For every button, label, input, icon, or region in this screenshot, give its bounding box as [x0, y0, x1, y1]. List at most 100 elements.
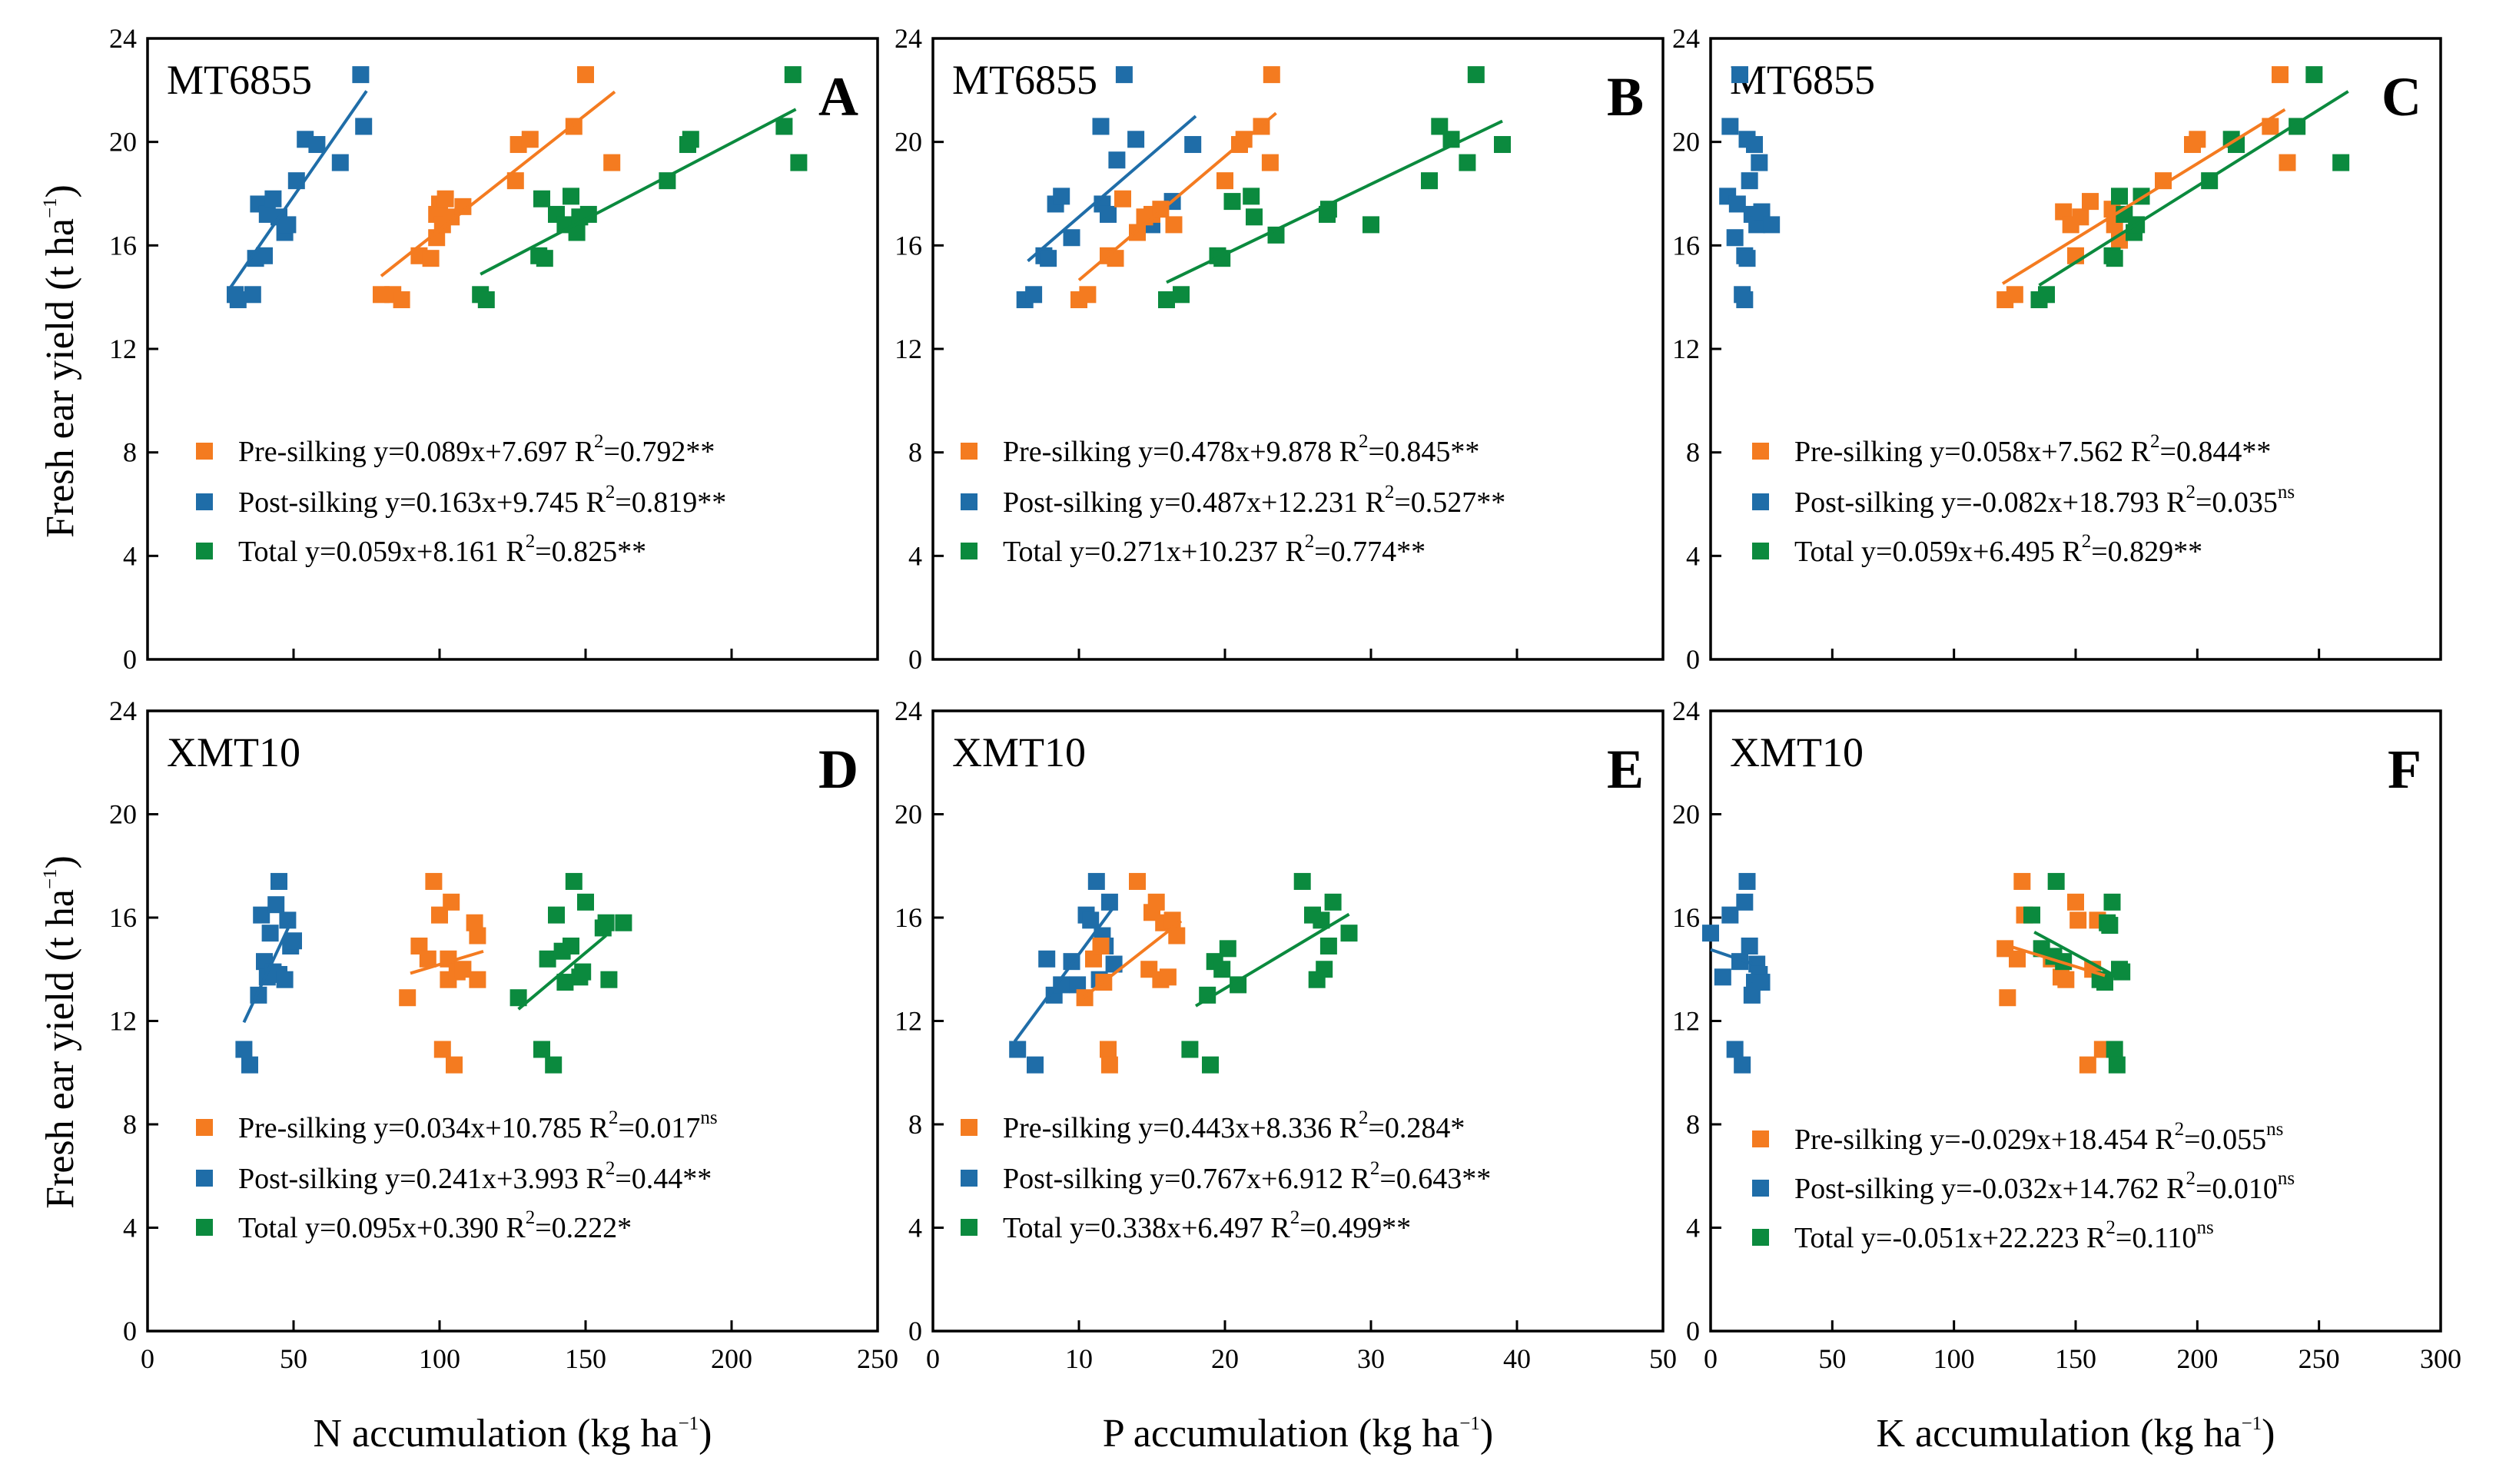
panel-e-post-silking-fit-line: [1013, 904, 1117, 1043]
panel-f-pre-silking-point: [2057, 971, 2075, 988]
panel-e-post-silking-point: [1038, 950, 1056, 968]
panel-c-ytick-label: 24: [1672, 23, 1700, 54]
panel-d-pre-silking-point: [446, 1056, 463, 1074]
panel-d-legend-text-pre-silking: Pre-silking y=0.034x+10.785 R2=0.017ns: [238, 1107, 718, 1144]
panel-c-ytick-label: 20: [1672, 127, 1700, 158]
panel-b-pre-silking-point: [1079, 286, 1097, 304]
panel-d-legend-marker-pre-silking: [196, 1119, 213, 1136]
panel-b-post-silking-point: [1040, 250, 1057, 267]
panel-b-total-point: [1459, 154, 1476, 171]
panel-e-xtick-label: 30: [1357, 1343, 1385, 1374]
panel-b-post-silking-point: [1108, 151, 1126, 169]
panel-f-post-silking-point: [1721, 906, 1739, 924]
panel-a-legend-marker-total: [196, 543, 213, 559]
panel-a-total-point: [477, 291, 495, 309]
panel-f-post-silking-fit-line: [1710, 948, 1753, 965]
panel-d-post-silking-point: [261, 925, 279, 942]
panel-b-legend-text-pre-silking: Pre-silking y=0.478x+9.878 R2=0.845**: [1003, 431, 1479, 468]
panel-f-ytick-label: 0: [1686, 1316, 1700, 1346]
panel-c-post-silking-point: [1721, 118, 1739, 135]
panel-b-post-silking-point: [1127, 131, 1145, 148]
panel-e-post-silking-point: [1105, 955, 1123, 973]
panel-d-series-total: [509, 872, 632, 1074]
panel-d-xtick-label: 150: [565, 1343, 606, 1374]
panel-b-total-point: [1431, 118, 1449, 135]
panel-f-xtick-label: 150: [2055, 1343, 2096, 1374]
panel-d-post-silking-point: [271, 872, 287, 890]
panel-c-pre-silking-point: [2279, 154, 2296, 171]
panel-d-legend-marker-total: [196, 1219, 213, 1236]
panel-b-pre-silking-point: [1165, 216, 1183, 234]
panel-e-ytick-label: 4: [908, 1213, 922, 1243]
panel-c-post-silking-point: [1726, 229, 1744, 247]
panel-e-ytick-label: 0: [908, 1316, 922, 1346]
panel-a-pre-silking-point: [428, 229, 446, 247]
panel-b-total-point: [1421, 172, 1438, 190]
panel-d-total-point: [533, 1041, 550, 1058]
panel-f: 0 4 8 12 16 20 24 0 50 100 150 200 250 300 K accumulat…: [1672, 696, 2461, 1456]
panel-a-post-silking-point: [279, 216, 297, 234]
panel-a-pre-silking-point: [521, 131, 539, 148]
panel-a-ytick-label: 12: [109, 334, 137, 364]
panel-d-post-silking-point: [279, 911, 297, 929]
panel-d-total-point: [509, 989, 527, 1007]
panel-e-pre-silking-point: [1100, 1041, 1117, 1058]
panel-d-post-silking-point: [235, 1041, 253, 1058]
panel-b-legend-marker-post-silking: [961, 493, 977, 510]
panel-d-pre-silking-fit-line: [410, 949, 484, 975]
panel-f-post-silking-point: [1738, 872, 1756, 890]
panel-d-xtick-label: 0: [141, 1343, 154, 1374]
panel-e-panel-letter: E: [1607, 739, 1644, 800]
panel-c-legend-marker-pre-silking: [1752, 443, 1769, 460]
panel-d-total-point: [615, 914, 632, 931]
panel-d-total-point: [556, 974, 574, 991]
panel-b-post-silking-fit-line: [1027, 115, 1197, 263]
panel-d-series-pre-silking: [399, 872, 486, 1074]
panel-e: 0 4 8 12 16 20 24 0 10 20 30 40 50 P accumulation (kg…: [895, 696, 1677, 1456]
panel-f-panel-letter: F: [2388, 739, 2421, 800]
panel-e-xtick-label: 0: [926, 1343, 940, 1374]
panel-b-pre-silking-point: [1216, 172, 1233, 190]
panel-e-xtick-label: 50: [1649, 1343, 1677, 1374]
panel-e-total-point: [1202, 1056, 1219, 1074]
panel-e-xtick-label: 20: [1211, 1343, 1239, 1374]
panel-b-pre-silking-point: [1261, 154, 1279, 171]
panel-a-ytick-label: 0: [123, 644, 137, 675]
panel-a-post-silking-point: [352, 66, 370, 84]
panel-f-series-total: [2023, 872, 2131, 1074]
panel-d-pre-silking-point: [425, 872, 443, 890]
panel-a-total-point: [568, 224, 586, 241]
panel-e-x-axis-label: P accumulation (kg ha−1): [1103, 1412, 1493, 1456]
panel-a-total-point: [659, 172, 676, 190]
panel-c-ytick-label: 0: [1686, 644, 1700, 675]
panel-a-post-silking-fit-line: [227, 90, 368, 290]
panel-c-panel-letter: C: [2381, 66, 2421, 128]
panel-f-series-post-silking: [1702, 872, 1771, 1074]
panel-d-pre-silking-point: [466, 914, 483, 931]
panel-d-pre-silking-point: [469, 927, 486, 945]
panel-f-post-silking-point: [1736, 893, 1754, 911]
panel-b-post-silking-point: [1100, 205, 1117, 223]
panel-e-pre-silking-point: [1147, 893, 1165, 911]
panel-d-pre-silking-point: [419, 950, 436, 968]
panel-d-pre-silking-point: [433, 1041, 451, 1058]
panel-b-total-fit-line: [1166, 119, 1503, 284]
panel-e-total-point: [1230, 976, 1247, 994]
panel-a-post-silking-point: [244, 286, 261, 304]
panel-d-total-point: [597, 914, 615, 931]
y-axis-label-bottom: Fresh ear yield (t ha−1): [38, 855, 82, 1209]
panel-d-total-point: [574, 963, 592, 981]
panel-e-legend-text-pre-silking: Pre-silking y=0.443x+8.336 R2=0.284*: [1003, 1107, 1465, 1144]
panel-c-post-silking-point: [1738, 250, 1756, 267]
panel-c-post-silking-point: [1763, 216, 1781, 234]
panel-d-xtick-label: 100: [419, 1343, 460, 1374]
panel-f-xtick-label: 50: [1818, 1343, 1846, 1374]
panel-d-total-point: [565, 872, 583, 890]
panel-a-total-point: [775, 118, 793, 135]
panel-d-post-silking-point: [253, 906, 271, 924]
panel-f-post-silking-point: [1702, 925, 1719, 942]
panel-b-ytick-label: 20: [895, 127, 922, 158]
panel-e-pre-silking-fit-line: [1077, 919, 1183, 1003]
panel-a-total-point: [784, 66, 802, 84]
panel-e-pre-silking-point: [1085, 950, 1102, 968]
